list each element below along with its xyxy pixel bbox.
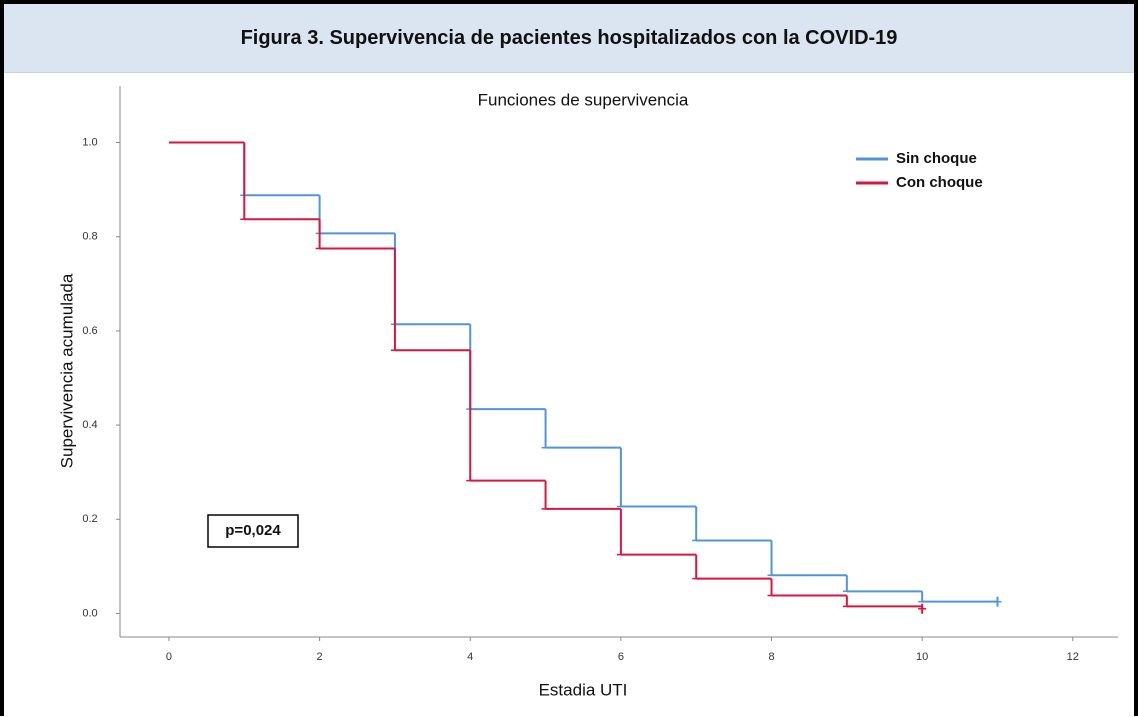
- x-tick-label: 6: [618, 651, 624, 663]
- x-tick-label: 10: [916, 651, 928, 663]
- x-axis-label: Estadia UTI: [539, 680, 628, 699]
- y-tick-label: 1.0: [82, 136, 97, 148]
- chart: Funciones de supervivencia Estadia UTI S…: [57, 86, 1118, 699]
- chart-title: Funciones de supervivencia: [478, 90, 689, 109]
- annotation: p=0,024: [225, 522, 281, 539]
- x-tick-label: 12: [1067, 651, 1079, 663]
- legend-label: Con choque: [896, 174, 983, 191]
- y-tick-label: 0.2: [82, 513, 97, 525]
- x-tick-label: 0: [166, 651, 172, 663]
- x-tick-label: 4: [467, 651, 473, 663]
- y-tick-label: 0.6: [82, 325, 97, 337]
- figure-title: Figura 3. Supervivencia de pacientes hos…: [4, 4, 1134, 73]
- y-tick-label: 0.4: [82, 419, 97, 431]
- x-tick-label: 8: [768, 651, 774, 663]
- y-tick-label: 0.0: [82, 607, 97, 619]
- x-tick-label: 2: [317, 651, 323, 663]
- y-axis-label: Supervivencia acumulada: [57, 273, 76, 468]
- annotation-box: [207, 514, 299, 548]
- legend-label: Sin choque: [896, 150, 977, 167]
- y-tick-label: 0.8: [82, 231, 97, 243]
